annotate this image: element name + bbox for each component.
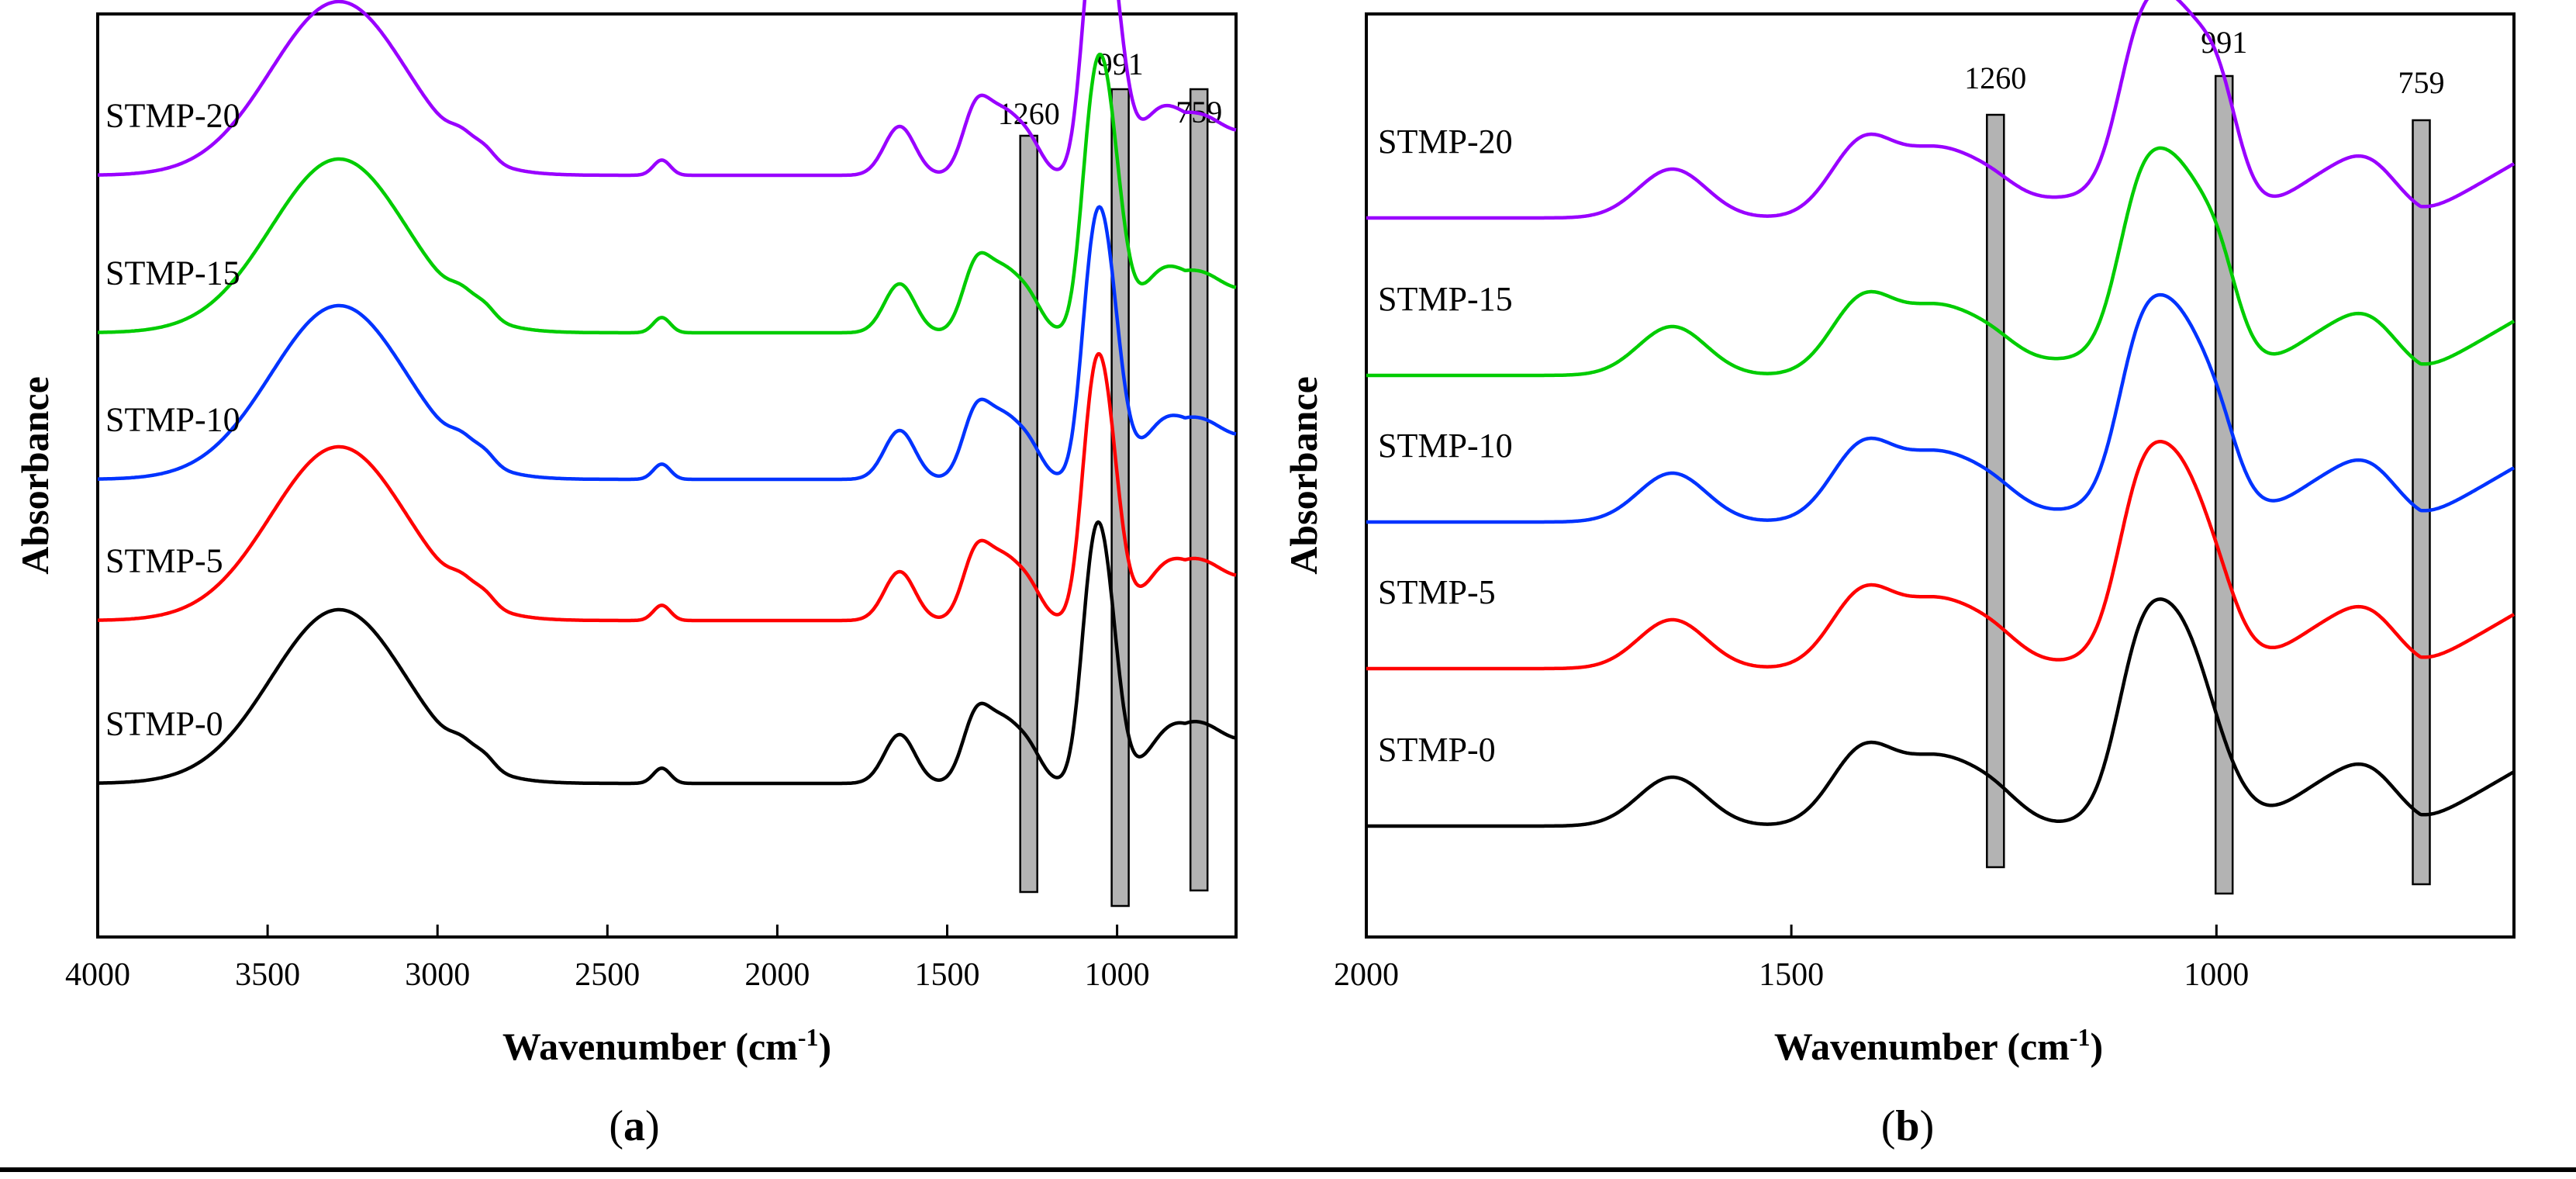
series-label-stmp-20: STMP-20	[1378, 123, 1513, 161]
panel-b-label: (b)	[1881, 1102, 1934, 1150]
series-line-stmp-0	[97, 520, 1237, 786]
panel-b-x-axis-title-main: Wavenumber (cm	[1774, 1025, 2070, 1068]
series-line-stmp-10	[97, 205, 1237, 482]
series-line-stmp-5	[1366, 440, 2516, 671]
x-tick-label-1500: 1500	[915, 957, 980, 993]
panel-a-x-axis-title-close: )	[818, 1025, 831, 1068]
series-line-stmp-20	[97, 0, 1237, 178]
panel-a-series: STMP-20 STMP-15 STMP-10 STMP-5 STMP-0	[97, 0, 1237, 786]
panel-b-y-axis-title: Absorbance	[1282, 376, 1325, 575]
series-line-stmp-15	[1366, 146, 2516, 378]
panel-a-x-axis-title: Wavenumber (cm-1)	[502, 1023, 831, 1068]
band-759	[1189, 88, 1209, 892]
panel-b-series: STMP-20 STMP-15 STMP-10 STMP-5 STMP-0	[1366, 0, 2516, 828]
panel-b-x-axis-title-close: )	[2090, 1025, 2103, 1068]
series-label-stmp-0: STMP-0	[105, 705, 223, 743]
x-tick-label-1000: 1000	[1085, 957, 1150, 993]
band-759	[2412, 119, 2431, 886]
series-label-stmp-15: STMP-15	[105, 254, 240, 292]
band-label-1260: 1260	[998, 96, 1060, 131]
panel-b-x-ticks: 2000 1500 1000	[1334, 925, 2249, 993]
series-line-stmp-15	[97, 52, 1237, 335]
panel-a-label-close: )	[645, 1102, 660, 1150]
band-label-759: 759	[2398, 65, 2445, 100]
series-label-stmp-0: STMP-0	[1378, 731, 1496, 769]
x-tick-label-2000: 2000	[1334, 957, 1399, 993]
series-line-stmp-5	[97, 352, 1237, 623]
series-line-stmp-10	[1366, 292, 2516, 524]
panel-b-plot-frame	[1365, 12, 2516, 939]
panel-b-x-axis-title-sup: -1	[2070, 1023, 2091, 1051]
panel-a-label: (a)	[609, 1102, 659, 1150]
series-label-stmp-20: STMP-20	[105, 97, 240, 135]
series-label-stmp-10: STMP-10	[1378, 427, 1513, 465]
panel-b-bands: 1260 991 759	[1964, 25, 2445, 895]
series-label-stmp-10: STMP-10	[105, 401, 240, 439]
band-1260	[1019, 134, 1038, 894]
band-1260	[1986, 113, 2005, 869]
panel-a-label-open: (	[609, 1102, 623, 1150]
series-line-stmp-20	[1366, 0, 2516, 220]
band-label-1260: 1260	[1964, 61, 2026, 95]
panel-b-x-axis-title: Wavenumber (cm-1)	[1774, 1023, 2103, 1068]
panel-b-label-close: )	[1920, 1102, 1935, 1150]
x-tick-label-2500: 2500	[575, 957, 640, 993]
band-991	[2214, 74, 2234, 895]
panel-a-plot-frame	[96, 12, 1238, 939]
series-label-stmp-5: STMP-5	[1378, 573, 1496, 611]
x-tick-label-3000: 3000	[405, 957, 470, 993]
panel-b-label-open: (	[1881, 1102, 1896, 1150]
panel-b-label-letter: b	[1895, 1102, 1919, 1150]
band-label-991: 991	[2201, 25, 2247, 60]
panel-a-label-letter: a	[623, 1102, 645, 1150]
series-label-stmp-5: STMP-5	[105, 542, 223, 580]
panel-a-x-ticks: 4000 3500 3000 2500 2000 1500 1000	[65, 925, 1150, 993]
panel-a-x-axis-title-sup: -1	[798, 1023, 819, 1051]
panel-a-x-axis-title-main: Wavenumber (cm	[502, 1025, 798, 1068]
series-label-stmp-15: STMP-15	[1378, 280, 1513, 318]
x-tick-label-3500: 3500	[235, 957, 300, 993]
x-tick-label-4000: 4000	[65, 957, 130, 993]
series-line-stmp-0	[1366, 597, 2516, 828]
x-tick-label-2000: 2000	[744, 957, 810, 993]
x-tick-label-1500: 1500	[1759, 957, 1824, 993]
x-tick-label-1000: 1000	[2184, 957, 2249, 993]
panel-a-y-axis-title: Absorbance	[13, 376, 57, 575]
